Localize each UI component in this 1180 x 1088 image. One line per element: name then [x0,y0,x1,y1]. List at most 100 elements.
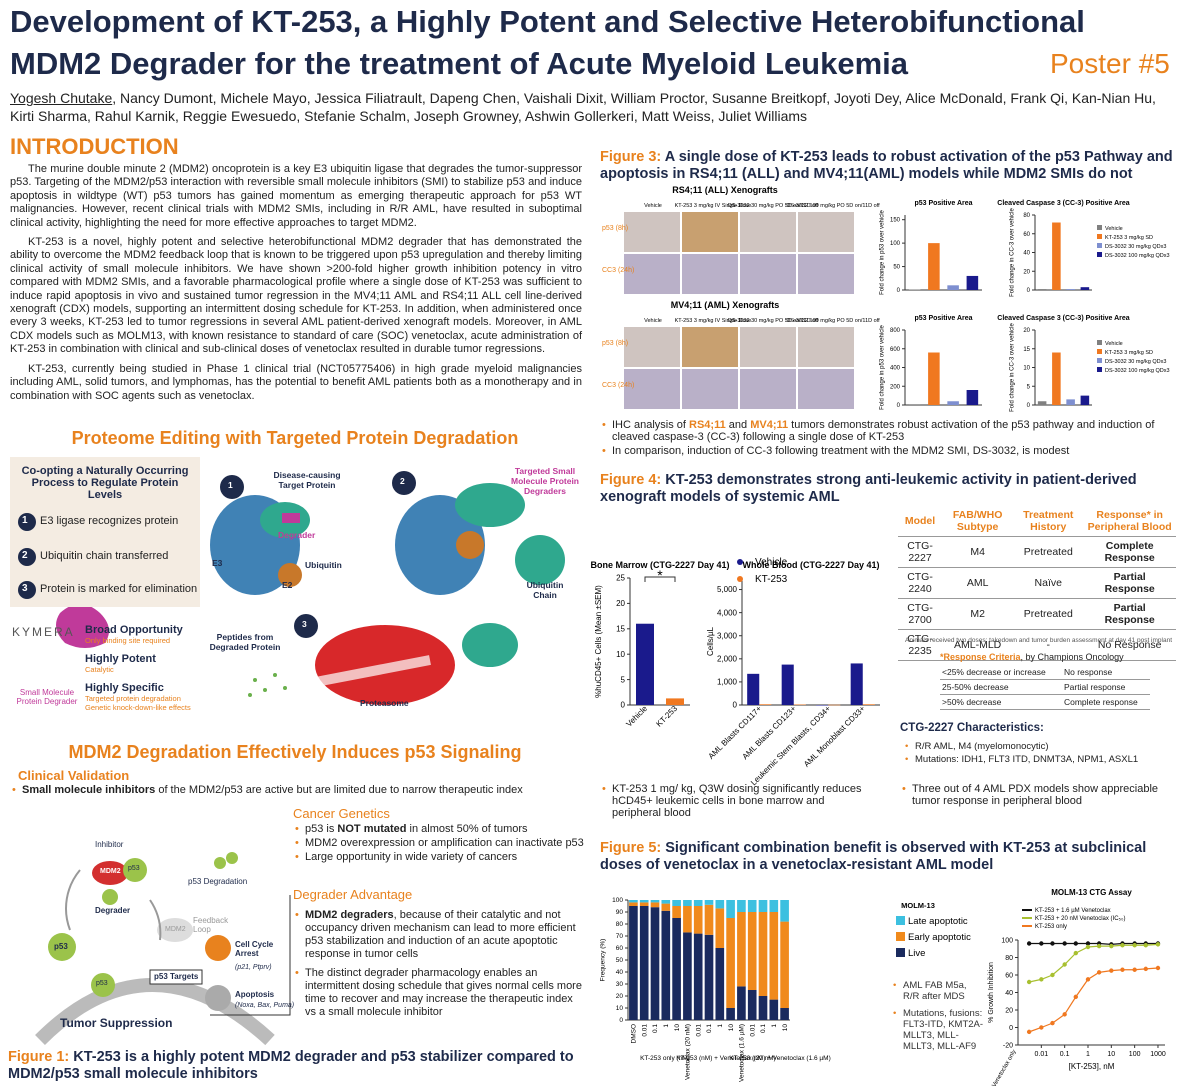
y-tick-label: 100 [1001,937,1013,944]
y-tick-label: 2,000 [717,654,738,663]
bar [1066,399,1075,405]
figure-title: Figure 3: A single dose of KT-253 leads … [600,149,1175,183]
bar-segment [715,908,725,948]
y-tick-label: 50 [616,957,624,964]
bullets: R/R AML, M4 (myelomonocytic) Mutations: I… [905,741,1175,767]
diagram-label: p53 [96,980,108,987]
legend-swatch [896,932,905,941]
shape [263,688,267,692]
bar-segment [737,900,746,912]
point [1120,967,1125,972]
bar-segment [769,912,779,1000]
cell: CTG-2700 [898,598,943,630]
poster-number: Poster #5 [1050,48,1170,79]
bar-segment [650,900,660,903]
shape [455,483,525,527]
x-tick-label: 0.1 [652,1024,659,1033]
point [1096,943,1102,949]
cell: CTG-2240 [898,567,943,599]
cell: Partial Response [1083,567,1176,599]
y-tick-label: 600 [890,347,901,353]
heading: INTRODUCTION [10,134,179,159]
y-tick-label: 3,000 [717,631,738,640]
bullet: The distinct degrader pharmacology enabl… [295,967,585,1019]
y-tick-label: 80 [1023,213,1030,219]
column-label: DS-3032 30 mg/kg PO 5D on/11D off [728,203,819,209]
y-tick-label: 60 [616,945,624,952]
y-tick-label: 4,000 [717,608,738,617]
cell: Pretreated [1013,598,1084,630]
shape [278,563,302,587]
point [1050,1020,1055,1026]
y-tick-label: 30 [616,981,624,988]
bar-segment [780,900,789,922]
diagram-label: Apoptosis [235,990,275,999]
legend-label: KT-253 3 mg/kg SD [1105,350,1153,356]
x-tick-label: 1 [717,1024,724,1028]
bullets: AML FAB M5a, R/R after MDS Mutations, fus… [893,980,985,1058]
diagram-label: p53 Degradation [188,877,248,886]
bar [816,705,829,706]
title: MDM2 Degrader for the treatment of Acute… [10,46,909,81]
step: E3 ligase recognizes protein [40,515,179,527]
text: KT-253 demonstrates strong anti-leukemic… [600,472,1137,505]
point [1132,943,1137,948]
bar [666,698,684,705]
bar-segment [661,910,671,1020]
x-tick-label: 10 [1107,1051,1115,1058]
chart-title: MOLM-13 CTG Assay [1051,888,1132,897]
y-tick-label: 20 [616,993,624,1000]
bar [850,663,863,705]
diagram-label: (p21, Ptprv) [235,964,272,971]
bar-segment [672,918,681,1020]
bar-segment [693,933,703,1020]
legend-swatch [1097,225,1102,230]
criteria-title: *Response Criteria, by Champions Oncolog… [940,652,1150,662]
bar [1037,289,1047,290]
y-tick-label: 15 [1023,347,1030,353]
legend-swatch [1097,358,1102,363]
header-row: Model FAB/WHO Subtype Treatment History Res… [898,506,1176,537]
features: Broad Opportunity Only binding site requi… [85,624,200,720]
proteome-diagram [56,471,565,705]
x-tick-label: 10 [674,1024,681,1032]
bullets: p53 is NOT mutated in almost 50% of tumo… [295,823,585,865]
steps: E3 ligase recognizes protein Ubiquitin ch… [40,515,197,616]
legend-label: Early apoptotic [908,932,971,943]
bar-segment [693,900,703,906]
y-axis-label: Cells/µL [706,626,715,656]
ihc-images [624,212,854,409]
y-tick-label: 10 [1023,366,1030,372]
y-tick-label: 25 [616,574,625,583]
footnote: Animals received two doses; takedown and… [905,637,1173,644]
shape [149,969,203,985]
x-tick-label: DMSO [631,1024,638,1044]
ihc-image [624,327,680,367]
diagram-label: Inhibitor [95,840,124,849]
y-tick-label: 20 [616,599,625,608]
bullet: MDM2 degraders, because of their catalyt… [295,909,585,961]
bar-segment [747,912,757,990]
cell: Complete response [1061,694,1150,710]
bar [928,243,940,290]
y-tick-label: 100 [890,241,901,247]
degrader-label: Small Molecule Protein Degrader [16,688,78,706]
legend-marker [737,576,743,582]
bar [1080,287,1090,290]
table: Model FAB/WHO Subtype Treatment History Res… [898,506,1176,661]
legend-swatch [1097,349,1102,354]
shape [35,978,275,1046]
stain-label: p53 (8h) [602,225,628,232]
diagram-label: Feedback Loop [193,916,229,934]
cell: M2 [942,598,1014,630]
legend-swatch [896,916,905,925]
feature-sub: Targeted protein degradation Genetic kno… [85,694,191,712]
point [1073,994,1078,1000]
legend-label: Vehicle [1105,226,1123,232]
shape [226,852,238,864]
bullet: p53 is NOT mutated in almost 50% of tumo… [295,823,585,835]
chart-title: Whole Blood (CTG-2227 Day 41) [742,560,879,570]
cell: >50% decrease [940,694,1062,710]
cell: Naïve [1013,567,1084,599]
row: <25% decrease or increase No response [940,665,1150,680]
